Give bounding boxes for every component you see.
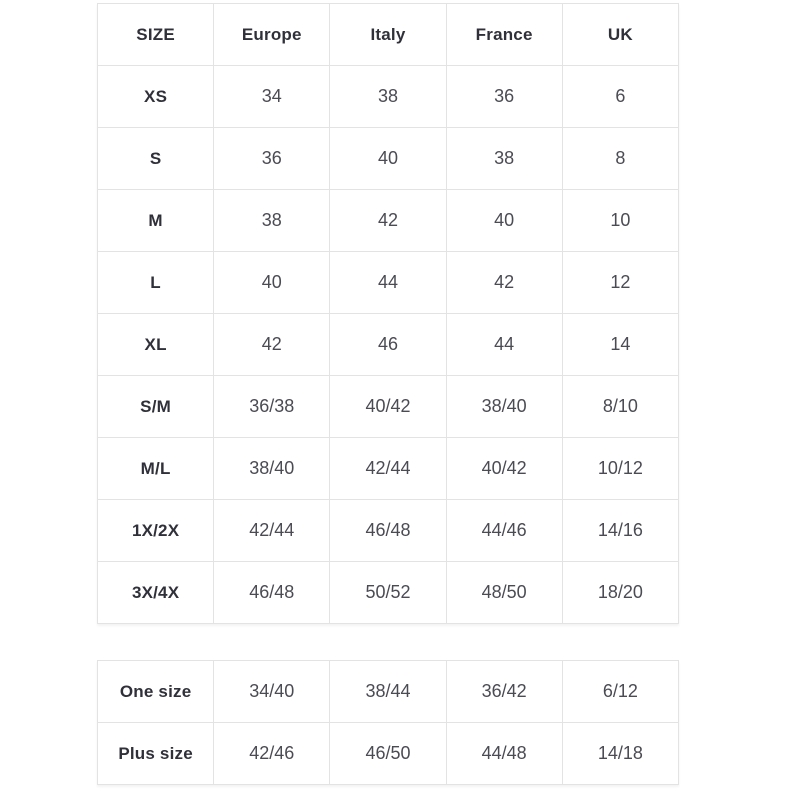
size-value-cell: 36 xyxy=(213,127,331,190)
size-value-cell: 12 xyxy=(561,251,680,314)
size-value-cell: 50/52 xyxy=(329,561,447,624)
size-table-body: XS 34 38 36 6 S 36 40 38 8 M 38 42 40 10 L 40 44 42 12 XL 42 4… xyxy=(96,65,680,624)
size-value-cell: 38/44 xyxy=(329,660,447,723)
header-row: SIZE Europe Italy France UK xyxy=(96,3,680,66)
size-value-cell: 42/44 xyxy=(213,499,331,562)
size-value-cell: 18/20 xyxy=(561,561,680,624)
size-value-cell: 10 xyxy=(561,189,680,252)
size-value-cell: 42 xyxy=(213,313,331,376)
row-label: XS xyxy=(96,65,215,128)
size-value-cell: 38 xyxy=(213,189,331,252)
size-value-cell: 42 xyxy=(445,251,563,314)
size-value-cell: 14/18 xyxy=(561,722,680,785)
size-value-cell: 48/50 xyxy=(445,561,563,624)
column-header: Europe xyxy=(213,3,331,66)
table-row: S 36 40 38 8 xyxy=(96,127,680,190)
row-label: M/L xyxy=(96,437,215,500)
size-value-cell: 44 xyxy=(445,313,563,376)
size-value-cell: 10/12 xyxy=(561,437,680,500)
table-header: SIZE Europe Italy France UK xyxy=(96,3,680,66)
size-value-cell: 44 xyxy=(329,251,447,314)
table-row: XL 42 46 44 14 xyxy=(96,313,680,376)
size-conversion-table: SIZE Europe Italy France UK XS 34 38 36 6 S 36 40 38… xyxy=(96,3,680,624)
row-label: One size xyxy=(96,660,215,723)
size-value-cell: 38/40 xyxy=(213,437,331,500)
table-row: One size 34/40 38/44 36/42 6/12 xyxy=(96,660,680,723)
row-label: 3X/4X xyxy=(96,561,215,624)
row-label: S xyxy=(96,127,215,190)
size-value-cell: 46/50 xyxy=(329,722,447,785)
column-header: SIZE xyxy=(96,3,215,66)
table-row: Plus size 42/46 46/50 44/48 14/18 xyxy=(96,722,680,785)
size-value-cell: 38/40 xyxy=(445,375,563,438)
size-value-cell: 38 xyxy=(445,127,563,190)
size-value-cell: 14 xyxy=(561,313,680,376)
size-value-cell: 8 xyxy=(561,127,680,190)
row-label: XL xyxy=(96,313,215,376)
size-value-cell: 40/42 xyxy=(445,437,563,500)
size-value-cell: 34/40 xyxy=(213,660,331,723)
size-value-cell: 6/12 xyxy=(561,660,680,723)
size-value-cell: 42 xyxy=(329,189,447,252)
size-value-cell: 42/46 xyxy=(213,722,331,785)
row-label: Plus size xyxy=(96,722,215,785)
one-size-table-body: One size 34/40 38/44 36/42 6/12 Plus size 42/4… xyxy=(96,660,680,785)
size-value-cell: 36/42 xyxy=(445,660,563,723)
column-header: Italy xyxy=(329,3,447,66)
size-value-cell: 40 xyxy=(329,127,447,190)
row-label: 1X/2X xyxy=(96,499,215,562)
table-row: S/M 36/38 40/42 38/40 8/10 xyxy=(96,375,680,438)
row-label: L xyxy=(96,251,215,314)
one-size-table: One size 34/40 38/44 36/42 6/12 Plus size 42/4… xyxy=(96,660,680,785)
size-value-cell: 42/44 xyxy=(329,437,447,500)
table-row: 1X/2X 42/44 46/48 44/46 14/16 xyxy=(96,499,680,562)
row-label: M xyxy=(96,189,215,252)
size-value-cell: 34 xyxy=(213,65,331,128)
size-value-cell: 40 xyxy=(445,189,563,252)
table-row: L 40 44 42 12 xyxy=(96,251,680,314)
size-value-cell: 44/46 xyxy=(445,499,563,562)
size-value-cell: 36/38 xyxy=(213,375,331,438)
size-value-cell: 40 xyxy=(213,251,331,314)
size-value-cell: 44/48 xyxy=(445,722,563,785)
size-value-cell: 36 xyxy=(445,65,563,128)
table-row: XS 34 38 36 6 xyxy=(96,65,680,128)
column-header: France xyxy=(445,3,563,66)
size-value-cell: 14/16 xyxy=(561,499,680,562)
size-value-cell: 46 xyxy=(329,313,447,376)
row-label: S/M xyxy=(96,375,215,438)
size-value-cell: 40/42 xyxy=(329,375,447,438)
table-row: M 38 42 40 10 xyxy=(96,189,680,252)
table-row: 3X/4X 46/48 50/52 48/50 18/20 xyxy=(96,561,680,624)
size-value-cell: 46/48 xyxy=(329,499,447,562)
size-value-cell: 8/10 xyxy=(561,375,680,438)
column-header: UK xyxy=(561,3,680,66)
table-row: M/L 38/40 42/44 40/42 10/12 xyxy=(96,437,680,500)
size-value-cell: 6 xyxy=(561,65,680,128)
size-value-cell: 38 xyxy=(329,65,447,128)
size-value-cell: 46/48 xyxy=(213,561,331,624)
